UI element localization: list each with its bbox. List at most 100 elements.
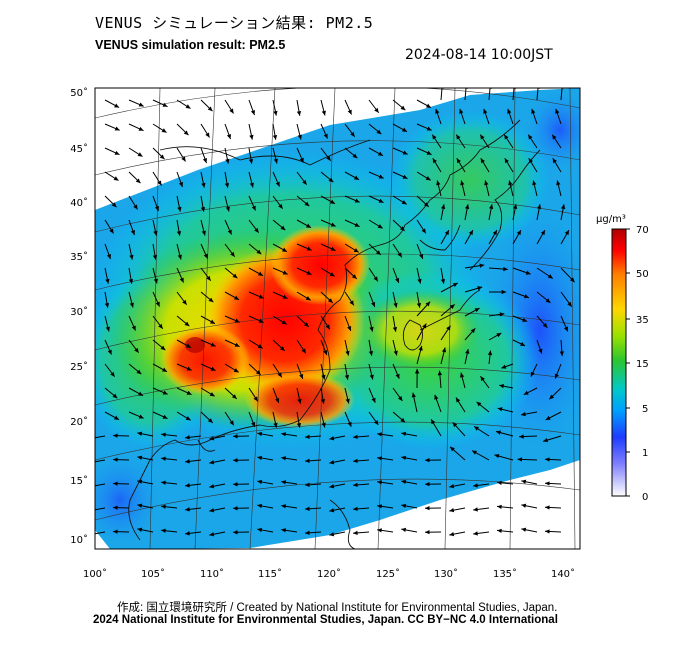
wind-arrowhead: [178, 182, 183, 188]
lon-tick: 105˚: [141, 568, 165, 580]
wind-arrowhead: [162, 102, 168, 107]
wind-arrowhead: [185, 104, 191, 109]
wind-arrowhead: [378, 151, 384, 156]
wind-arrowhead: [305, 434, 310, 439]
wind-arrowhead: [306, 223, 312, 228]
wind-arrowhead: [528, 158, 533, 164]
wind-arrowhead: [137, 431, 143, 436]
wind-arrowhead: [114, 126, 120, 131]
lat-tick: 50˚: [70, 87, 88, 99]
wind-arrowhead: [414, 368, 420, 374]
wind-arrowhead: [497, 480, 502, 486]
wind-arrowhead: [353, 530, 358, 536]
wind-arrowhead: [162, 414, 168, 419]
wind-arrowhead: [377, 480, 382, 485]
wind-arrowhead: [468, 230, 473, 236]
wind-arrowhead: [133, 204, 138, 210]
wind-arrowhead: [105, 278, 110, 284]
wind-arrowhead: [563, 326, 568, 332]
wind-arrowhead: [425, 529, 430, 535]
wind-arrowhead: [157, 180, 162, 186]
wind-arrowhead: [257, 344, 263, 349]
wind-arrowhead: [281, 320, 287, 325]
wind-arrowhead: [225, 206, 230, 212]
wind-arrowhead: [329, 436, 335, 441]
wind-arrowhead: [484, 180, 489, 186]
wind-arrowhead: [155, 301, 160, 307]
wind-arrowhead: [501, 364, 507, 369]
wind-arrowhead: [111, 202, 117, 208]
wind-arrowhead: [425, 301, 431, 307]
wind-arrowhead: [520, 411, 526, 417]
wind-arrowhead: [321, 374, 326, 380]
wind-arrowhead: [258, 294, 264, 299]
wind-arrowhead: [186, 343, 192, 348]
wind-arrowhead: [185, 531, 190, 536]
wind-arrowhead: [201, 230, 206, 236]
wind-arrowhead: [206, 275, 211, 281]
lon-tick: 100˚: [83, 568, 107, 580]
wind-arrowhead: [327, 298, 333, 303]
wind-arrowhead: [545, 505, 550, 510]
wind-arrowhead: [297, 398, 302, 404]
wind-arrowhead: [418, 345, 423, 351]
wind-arrowhead: [520, 341, 526, 346]
wind-arrowhead: [110, 371, 115, 377]
wind-arrowhead: [401, 431, 407, 437]
wind-arrowhead: [347, 421, 352, 427]
wind-arrowhead: [296, 422, 302, 428]
wind-arrowhead: [138, 391, 144, 396]
wind-arrowhead: [131, 325, 136, 331]
wind-arrowhead: [89, 484, 94, 488]
colorbar-label: 5: [642, 404, 648, 415]
wind-arrowhead: [106, 254, 111, 260]
wind-arrowhead: [419, 253, 424, 259]
colorbar-label: 70: [636, 225, 649, 236]
wind-arrowhead: [353, 434, 358, 440]
map-frame: [94, 87, 581, 550]
wind-arrowhead: [350, 131, 355, 137]
wind-arrowhead: [281, 480, 286, 485]
wind-arrowhead: [353, 248, 359, 253]
lon-tick: 130˚: [434, 568, 458, 580]
wind-arrowhead: [376, 129, 382, 135]
wind-arrowhead: [373, 276, 378, 282]
wind-arrowhead: [480, 376, 485, 382]
wind-arrowhead: [231, 394, 237, 399]
wind-arrowhead: [184, 321, 190, 327]
wind-arrowhead: [207, 106, 213, 112]
wind-arrowhead: [452, 282, 458, 288]
wind-arrowhead: [353, 506, 358, 512]
wind-arrowhead: [154, 206, 159, 212]
wind-arrowhead: [257, 479, 263, 485]
wind-arrowhead: [185, 416, 191, 421]
wind-arrowhead: [230, 251, 235, 257]
wind-arrowhead: [138, 102, 144, 107]
wind-arrowhead: [470, 328, 476, 334]
wind-arrowhead: [449, 508, 455, 513]
wind-arrowhead: [257, 431, 263, 437]
wind-arrowhead: [422, 323, 427, 329]
wind-arrowhead: [519, 434, 524, 439]
wind-arrowhead: [480, 158, 485, 164]
lon-tick: 120˚: [317, 568, 341, 580]
wind-arrowhead: [540, 230, 545, 236]
wind-arrowhead: [200, 206, 206, 212]
wind-arrowhead: [210, 342, 216, 347]
wind-arrowhead: [330, 222, 336, 227]
lat-axis: 50˚ 45˚ 40˚ 35˚ 30˚ 25˚ 20˚ 15˚ 10˚: [70, 87, 88, 546]
wind-arrowhead: [547, 274, 553, 279]
wind-arrowhead: [135, 178, 141, 184]
wind-arrow: [464, 88, 467, 101]
wind-arrowhead: [393, 350, 398, 356]
wind-arrowhead: [521, 527, 527, 532]
wind-arrowhead: [435, 108, 440, 114]
wind-arrowhead: [113, 505, 118, 510]
wind-arrowhead: [473, 483, 478, 488]
wind-arrowhead: [328, 177, 334, 183]
wind-arrowhead: [474, 426, 480, 431]
wind-arrowhead: [208, 297, 214, 303]
wind-arrowhead: [299, 157, 304, 163]
wind-arrowhead: [432, 158, 437, 164]
lat-tick: 45˚: [70, 143, 88, 155]
